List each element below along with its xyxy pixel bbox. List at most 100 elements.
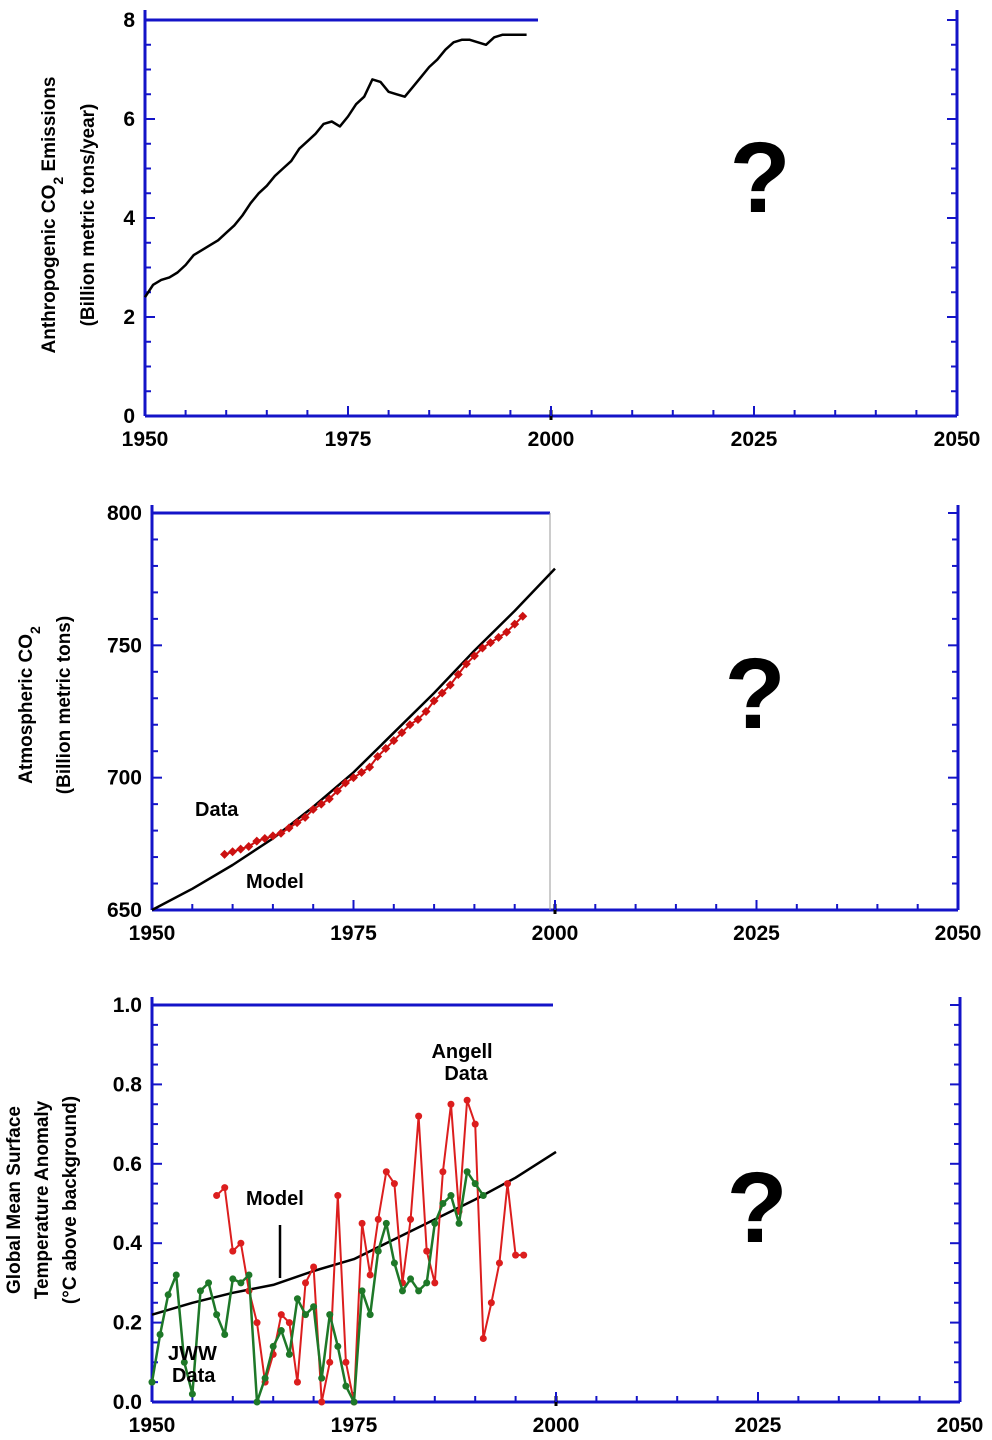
annotation-angell-line2: Data <box>444 1063 488 1085</box>
annotation-model: Model <box>246 1188 304 1210</box>
data-point <box>260 834 270 844</box>
data-point <box>463 1168 471 1176</box>
data-point <box>382 1168 390 1176</box>
panel-temperature-question-mark: ? <box>726 1152 787 1264</box>
data-point <box>445 680 455 690</box>
y-tick-label: 650 <box>107 899 142 922</box>
panel-emissions-series <box>143 33 527 298</box>
data-point <box>326 1358 334 1366</box>
panel-atmospheric-question-mark: ? <box>724 638 785 750</box>
data-point <box>302 1311 310 1319</box>
data-point <box>502 627 512 637</box>
data-point <box>316 799 326 809</box>
data-point <box>439 1168 447 1176</box>
data-point <box>487 1299 495 1307</box>
data-point <box>415 1112 423 1120</box>
data-point <box>366 1271 374 1279</box>
data-point <box>439 1200 447 1207</box>
data-point <box>463 1096 471 1104</box>
data-point <box>213 1192 221 1200</box>
annotation-angell-line1: Angell <box>431 1041 492 1063</box>
data-point <box>405 720 415 730</box>
data-point <box>318 1374 326 1382</box>
data-point <box>510 619 520 629</box>
y-tick-label: 4 <box>123 207 135 230</box>
data-point <box>156 1331 164 1339</box>
data-point <box>486 638 496 648</box>
data-point <box>512 1251 520 1259</box>
data-point <box>390 1180 398 1188</box>
data-point <box>253 1398 261 1406</box>
data-point <box>447 1192 455 1200</box>
data-point <box>390 1259 398 1267</box>
data-point <box>261 1374 269 1382</box>
data-point <box>213 1311 221 1319</box>
data-point <box>479 1334 487 1342</box>
x-tick-label: 1950 <box>129 1414 176 1437</box>
data-point <box>205 1279 213 1287</box>
x-tick-label: 1975 <box>330 922 377 945</box>
data-point <box>358 1219 366 1227</box>
data-point <box>228 847 238 857</box>
x-tick-label: 2000 <box>532 922 579 945</box>
x-tick-label: 2025 <box>735 1414 782 1437</box>
data-point <box>429 696 439 706</box>
panel-atmospheric-ylabel: Atmospheric CO2 <box>16 626 43 784</box>
data-point <box>415 1287 423 1295</box>
y-tick-label: 2 <box>123 306 135 329</box>
series-line <box>143 33 527 298</box>
x-tick-label: 2025 <box>731 428 778 451</box>
y-tick-label: 0.8 <box>113 1073 143 1096</box>
data-point <box>244 841 254 851</box>
x-tick-label: 2000 <box>533 1414 580 1437</box>
data-point <box>276 828 286 838</box>
data-point <box>245 1271 253 1279</box>
panel-emissions-ylabel: Anthropogenic CO2 Emissions <box>39 76 66 353</box>
data-point <box>318 1398 326 1406</box>
x-tick-label: 2050 <box>934 428 981 451</box>
annotation-jww-line1: JWW <box>168 1343 217 1365</box>
x-tick-label: 1975 <box>325 428 372 451</box>
data-point <box>471 1120 479 1128</box>
annotation-data: Data <box>195 799 239 821</box>
panel-emissions: Anthropogenic CO2 Emissions (Billion met… <box>39 9 980 451</box>
y-tick-label: 0.4 <box>113 1232 143 1255</box>
data-point <box>285 1319 293 1327</box>
data-point <box>196 1287 204 1295</box>
data-point <box>285 1350 293 1358</box>
panel-temperature-ylabel-line3: (°C above background) <box>60 1096 81 1304</box>
x-tick-label: 1975 <box>331 1414 378 1437</box>
data-point <box>477 643 487 653</box>
data-point <box>277 1311 285 1319</box>
data-point <box>461 659 471 669</box>
data-point <box>421 707 431 716</box>
data-point <box>447 1100 455 1108</box>
data-point <box>324 794 334 804</box>
data-point <box>221 1331 229 1339</box>
data-point <box>423 1279 431 1287</box>
data-point <box>382 1219 390 1227</box>
y-tick-label: 0.0 <box>113 1391 142 1414</box>
panel-atmospheric-series <box>151 567 556 912</box>
data-point <box>293 1378 301 1386</box>
y-tick-label: 0.6 <box>113 1153 142 1176</box>
panel-temperature: Global Mean Surface Temperature Anomaly … <box>4 994 983 1437</box>
y-tick-label: 700 <box>107 767 142 790</box>
data-point <box>236 844 246 854</box>
data-point <box>252 836 262 846</box>
data-point <box>310 1303 318 1311</box>
data-point <box>350 1398 358 1406</box>
data-point <box>398 1287 406 1295</box>
x-tick-label: 2050 <box>937 1414 984 1437</box>
data-point <box>349 773 358 783</box>
data-point <box>310 1263 318 1271</box>
y-tick-label: 750 <box>107 634 142 657</box>
annotation-jww-line2: Data <box>172 1365 216 1387</box>
data-point <box>148 1378 156 1386</box>
x-tick-label: 1950 <box>129 922 176 945</box>
data-point <box>253 1319 261 1327</box>
data-point <box>340 778 350 788</box>
data-point <box>180 1358 188 1366</box>
data-point <box>479 1192 487 1200</box>
